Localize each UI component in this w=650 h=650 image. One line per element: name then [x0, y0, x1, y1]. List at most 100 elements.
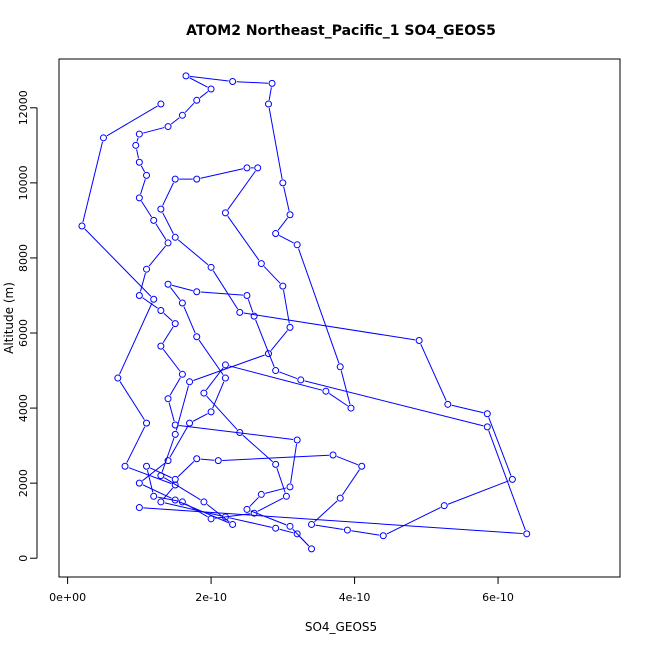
- data-point: [171, 320, 179, 328]
- series-segment: [161, 437, 175, 473]
- series-segment: [162, 182, 174, 206]
- data-point: [229, 78, 237, 86]
- series-segment: [227, 170, 256, 210]
- series-segment: [279, 371, 298, 380]
- series-segment: [193, 354, 265, 381]
- data-point: [200, 498, 208, 506]
- data-point: [336, 363, 344, 371]
- series-segment: [298, 248, 340, 364]
- data-point: [182, 72, 190, 80]
- series-segment: [270, 330, 288, 351]
- series-segment: [162, 326, 174, 344]
- data-point: [221, 513, 229, 521]
- data-point: [286, 522, 294, 530]
- data-point: [343, 526, 351, 534]
- series-segment: [106, 105, 158, 137]
- series-segment: [189, 75, 229, 82]
- data-point: [114, 374, 122, 382]
- y-axis: 0 2000 4000 6000 8000 10000 12000: [17, 90, 38, 562]
- series-segment: [212, 381, 225, 409]
- y-axis-title: Altitude (m): [2, 282, 16, 354]
- series-segment: [222, 454, 330, 461]
- data-point: [171, 430, 179, 438]
- data-point: [264, 100, 272, 108]
- series-segment: [177, 461, 195, 477]
- x-axis-title: SO4_GEOS5: [305, 620, 377, 634]
- series-segment: [177, 239, 209, 266]
- series-segment: [243, 312, 416, 341]
- data-point: [293, 436, 301, 444]
- data-point: [193, 455, 201, 463]
- data-point: [171, 421, 179, 429]
- data-point: [415, 337, 423, 345]
- y-tick-label: 8000: [17, 244, 30, 272]
- data-point: [178, 299, 186, 307]
- data-point: [347, 404, 355, 412]
- data-point: [293, 530, 301, 538]
- series-segment: [119, 381, 145, 420]
- series-segment: [142, 297, 158, 309]
- y-tick-label: 6000: [17, 319, 30, 347]
- series-segment: [143, 127, 165, 134]
- series-segment: [249, 496, 259, 507]
- series-segment: [162, 212, 174, 234]
- data-point: [143, 171, 151, 179]
- data-point: [243, 164, 251, 172]
- series-segment: [155, 223, 167, 240]
- data-point: [268, 79, 276, 87]
- data-point: [308, 545, 316, 553]
- data-point: [143, 265, 151, 273]
- plot-frame: [58, 58, 621, 578]
- data-point: [164, 239, 172, 247]
- data-point: [293, 241, 301, 249]
- data-point: [207, 408, 215, 416]
- series-segment: [184, 102, 195, 113]
- data-point: [250, 509, 258, 517]
- data-point: [150, 295, 158, 303]
- series-segment: [229, 517, 272, 528]
- series-segment: [283, 186, 290, 211]
- series-segment: [304, 380, 484, 427]
- series-segment: [140, 165, 146, 173]
- series-segment: [136, 149, 140, 159]
- series-segment: [169, 377, 181, 396]
- series-segment: [141, 200, 152, 218]
- series-segment: [242, 434, 273, 463]
- data-point: [135, 158, 143, 166]
- data-point: [286, 483, 294, 491]
- data-point: [444, 400, 452, 408]
- series-segment: [277, 217, 288, 231]
- data-point: [135, 479, 143, 487]
- series-segment: [171, 284, 193, 292]
- series-segment: [247, 299, 254, 313]
- data-point: [150, 492, 158, 500]
- series-segment: [265, 487, 287, 494]
- data-point: [286, 323, 294, 331]
- series-segment: [205, 367, 224, 391]
- series-segment: [148, 245, 166, 267]
- data-point: [78, 222, 86, 230]
- data-point: [440, 502, 448, 510]
- series-segment: [179, 424, 294, 441]
- series-segment: [328, 393, 348, 407]
- series-segment: [283, 289, 290, 324]
- series-segment: [139, 272, 146, 292]
- series-segment: [84, 228, 152, 297]
- series-segment: [279, 528, 294, 534]
- data-point: [171, 233, 179, 241]
- series-segment: [351, 530, 380, 536]
- data-point: [193, 333, 201, 341]
- data-point: [336, 494, 344, 502]
- chart-title: ATOM2 Northeast_Pacific_1 SO4_GEOS5: [186, 23, 496, 39]
- series-segment: [170, 287, 181, 301]
- y-tick-label: 12000: [17, 90, 30, 125]
- data-point: [279, 179, 287, 187]
- series-segment: [168, 402, 175, 422]
- data-point: [329, 451, 337, 459]
- data-point: [207, 263, 215, 271]
- data-point: [164, 395, 172, 403]
- data-point: [221, 209, 229, 217]
- data-point: [523, 530, 531, 538]
- data-point: [257, 260, 265, 268]
- series-segment: [142, 462, 166, 482]
